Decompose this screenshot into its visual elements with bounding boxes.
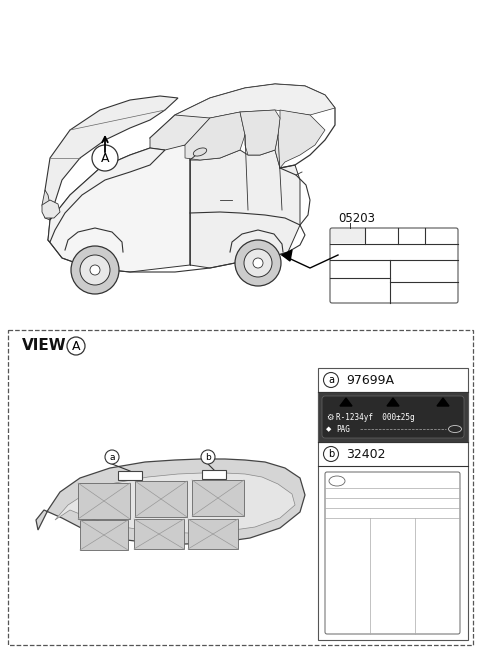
Circle shape bbox=[80, 255, 110, 285]
Circle shape bbox=[324, 373, 338, 388]
Text: a: a bbox=[109, 453, 115, 462]
Text: b: b bbox=[328, 449, 334, 459]
Circle shape bbox=[253, 258, 263, 268]
Polygon shape bbox=[275, 110, 325, 168]
Polygon shape bbox=[150, 115, 210, 150]
Bar bbox=[202, 470, 226, 479]
Text: ◆: ◆ bbox=[326, 426, 331, 432]
Bar bbox=[331, 229, 365, 243]
Polygon shape bbox=[36, 459, 305, 544]
Polygon shape bbox=[185, 112, 245, 160]
Polygon shape bbox=[55, 473, 295, 533]
Polygon shape bbox=[282, 250, 292, 261]
Text: 32402: 32402 bbox=[346, 449, 385, 462]
Text: 97699A: 97699A bbox=[346, 375, 394, 388]
FancyBboxPatch shape bbox=[325, 472, 460, 634]
Bar bbox=[78, 483, 130, 519]
FancyBboxPatch shape bbox=[330, 228, 458, 303]
Bar bbox=[192, 480, 244, 516]
Text: a: a bbox=[328, 375, 334, 385]
Circle shape bbox=[71, 246, 119, 294]
Circle shape bbox=[90, 265, 100, 275]
Text: VIEW: VIEW bbox=[22, 338, 67, 353]
FancyBboxPatch shape bbox=[322, 396, 464, 438]
Text: 05203: 05203 bbox=[338, 212, 375, 225]
Text: b: b bbox=[205, 453, 211, 462]
Polygon shape bbox=[190, 150, 300, 268]
Polygon shape bbox=[340, 398, 352, 406]
Bar bbox=[118, 471, 142, 480]
Text: ⚙: ⚙ bbox=[326, 413, 334, 422]
Bar bbox=[80, 520, 128, 550]
Text: R-1234yf  000±25g: R-1234yf 000±25g bbox=[336, 413, 415, 422]
Text: A: A bbox=[101, 152, 109, 165]
Polygon shape bbox=[48, 148, 165, 242]
Circle shape bbox=[67, 337, 85, 355]
Polygon shape bbox=[175, 84, 335, 128]
Bar bbox=[318, 392, 468, 442]
Text: A: A bbox=[72, 340, 80, 352]
Circle shape bbox=[235, 240, 281, 286]
Circle shape bbox=[244, 249, 272, 277]
Ellipse shape bbox=[193, 148, 207, 156]
Bar bbox=[318, 368, 468, 640]
Ellipse shape bbox=[329, 476, 345, 486]
Polygon shape bbox=[240, 110, 280, 155]
Bar bbox=[188, 519, 238, 549]
Circle shape bbox=[201, 450, 215, 464]
Bar bbox=[135, 481, 187, 517]
Polygon shape bbox=[437, 398, 449, 406]
Polygon shape bbox=[42, 200, 60, 218]
Bar bbox=[134, 519, 184, 549]
Bar bbox=[8, 330, 473, 645]
Polygon shape bbox=[48, 145, 190, 272]
Text: PAG: PAG bbox=[336, 424, 350, 434]
Polygon shape bbox=[387, 398, 399, 406]
Circle shape bbox=[324, 447, 338, 462]
Circle shape bbox=[92, 145, 118, 171]
Polygon shape bbox=[45, 96, 178, 220]
Circle shape bbox=[105, 450, 119, 464]
Polygon shape bbox=[42, 190, 50, 220]
